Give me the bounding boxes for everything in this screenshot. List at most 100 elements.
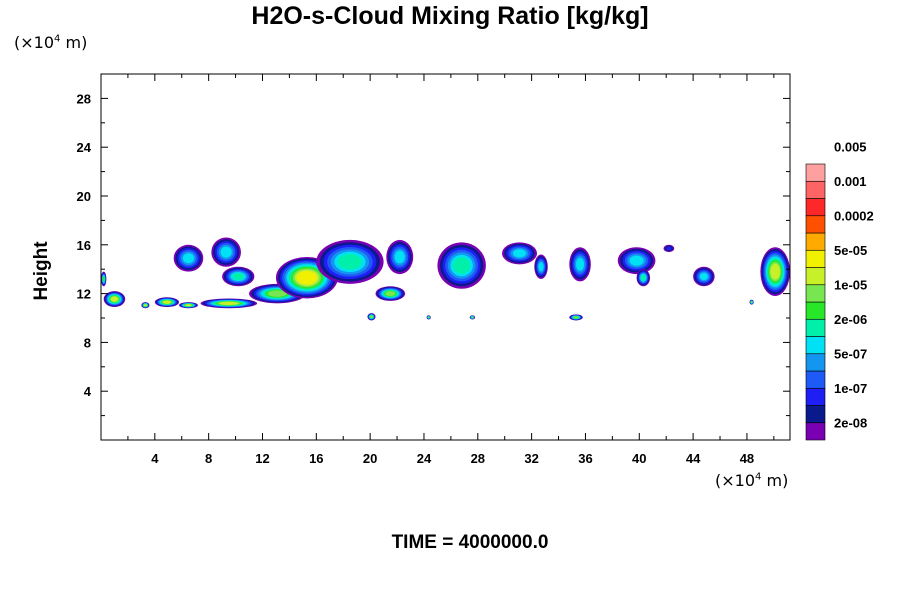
colorbar-swatch <box>805 353 826 372</box>
x-tick-label: 40 <box>632 451 646 466</box>
cloud-contour <box>471 316 474 319</box>
x-tick-label: 20 <box>363 451 377 466</box>
cloud-contour <box>219 301 239 305</box>
colorbar-swatch <box>805 163 826 182</box>
y-tick-label: 8 <box>84 335 91 350</box>
colorbar-label: 0.001 <box>834 174 867 189</box>
cloud-patch <box>426 315 431 320</box>
x-tick-label: 28 <box>471 451 485 466</box>
y-unit-exponent: 4 <box>54 33 61 45</box>
x-unit-prefix: (×10 <box>715 471 756 490</box>
x-tick-label: 4 <box>151 451 159 466</box>
cloud-patch <box>103 291 126 308</box>
x-tick-label: 44 <box>686 451 701 466</box>
cloud-contour <box>573 316 579 319</box>
colorbar-swatch <box>805 422 826 441</box>
x-tick-label: 48 <box>740 451 754 466</box>
cloud-contour <box>370 315 373 318</box>
cloud-patch <box>749 299 754 305</box>
cloud-patch <box>569 314 583 321</box>
cloud-patch <box>386 239 414 275</box>
colorbar-label: 2e-06 <box>834 312 867 327</box>
colorbar-label: 2e-08 <box>834 415 867 430</box>
y-tick-label: 12 <box>77 287 91 302</box>
cloud-contour <box>576 257 585 271</box>
colorbar-swatch <box>805 215 826 234</box>
y-unit-prefix: (×10 <box>14 33 55 52</box>
cloud-contour <box>182 253 195 264</box>
cloud-contour <box>232 273 245 281</box>
cloud-patch <box>179 302 198 309</box>
x-tick-label: 32 <box>524 451 538 466</box>
cloud-contour <box>538 262 544 272</box>
colorbar-swatch <box>805 267 826 286</box>
cloud-contour <box>640 274 646 281</box>
cloud-contour <box>750 301 753 303</box>
colorbar-label: 1e-07 <box>834 381 867 396</box>
cloud-contour <box>110 296 118 302</box>
cloud-contour <box>337 254 362 270</box>
colorbar-swatch <box>805 249 826 268</box>
cloud-contour <box>666 246 672 251</box>
x-tick-label: 36 <box>578 451 592 466</box>
cloud-patch <box>154 297 180 308</box>
cloud-patch <box>222 266 255 287</box>
cloud-patch <box>469 315 476 320</box>
x-tick-label: 24 <box>417 451 432 466</box>
colorbar-label: 0.0002 <box>834 208 874 223</box>
y-tick-label: 4 <box>84 384 92 399</box>
chart-title: H2O-s-Cloud Mixing Ratio [kg/kg] <box>251 2 649 30</box>
cloud-contour <box>452 257 471 274</box>
x-unit-suffix: m) <box>761 471 789 490</box>
cloud-patch <box>375 286 406 301</box>
cloud-patch <box>211 237 241 267</box>
cloud-contour <box>144 304 147 307</box>
cloud-patch <box>663 244 675 253</box>
cloud-field <box>101 237 790 321</box>
cloud-patch <box>141 302 150 309</box>
cloud-contour <box>220 246 232 258</box>
cloud-contour <box>385 291 396 297</box>
colorbar-swatch <box>805 198 826 217</box>
colorbar-label: 5e-05 <box>834 243 867 258</box>
cloud-patch <box>437 242 486 289</box>
y-tick-label: 20 <box>77 189 91 204</box>
colorbar-swatch <box>805 301 826 320</box>
y-unit-suffix: m) <box>60 33 88 52</box>
colorbar-swatch <box>805 180 826 199</box>
cloud-contour <box>629 255 644 266</box>
cloud-contour <box>394 250 405 264</box>
colorbar-swatch <box>805 405 826 424</box>
cloud-contour <box>185 304 192 307</box>
cloud-patch <box>636 269 651 287</box>
cloud-patch <box>200 298 258 309</box>
cloud-patch <box>249 283 306 304</box>
colorbar-swatch <box>805 284 826 303</box>
cloud-patch <box>502 242 538 265</box>
cloud-patch <box>534 254 548 279</box>
cloud-patch <box>693 266 715 287</box>
cloud-patch <box>760 247 790 297</box>
y-tick-label: 24 <box>77 140 92 155</box>
time-caption: TIME = 4000000.0 <box>391 532 549 553</box>
plot-frame <box>100 73 791 441</box>
cloud-patch <box>101 271 107 287</box>
cloud-patch <box>275 257 338 299</box>
x-tick-label: 8 <box>205 451 212 466</box>
x-unit-exponent: 4 <box>755 471 762 483</box>
cloud-contour <box>267 290 287 297</box>
x-tick-label: 16 <box>309 451 323 466</box>
colorbar-swatch <box>805 370 826 389</box>
colorbar: 2e-08 1e-07 5e-07 2e-06 1e-05 5e-05 0.0002 0.00… <box>805 139 874 441</box>
cloud-contour <box>699 272 708 281</box>
y-tick-label: 16 <box>77 238 91 253</box>
cloud-contour <box>770 263 781 280</box>
x-axis-unit: (×104 m) <box>715 471 788 490</box>
y-tick-label: 28 <box>77 91 91 106</box>
x-tick-label: 12 <box>255 451 269 466</box>
cloud-contour <box>102 276 105 282</box>
cloud-patch <box>173 244 204 272</box>
cloud-patch <box>367 313 376 321</box>
cloud-patch <box>569 247 591 282</box>
